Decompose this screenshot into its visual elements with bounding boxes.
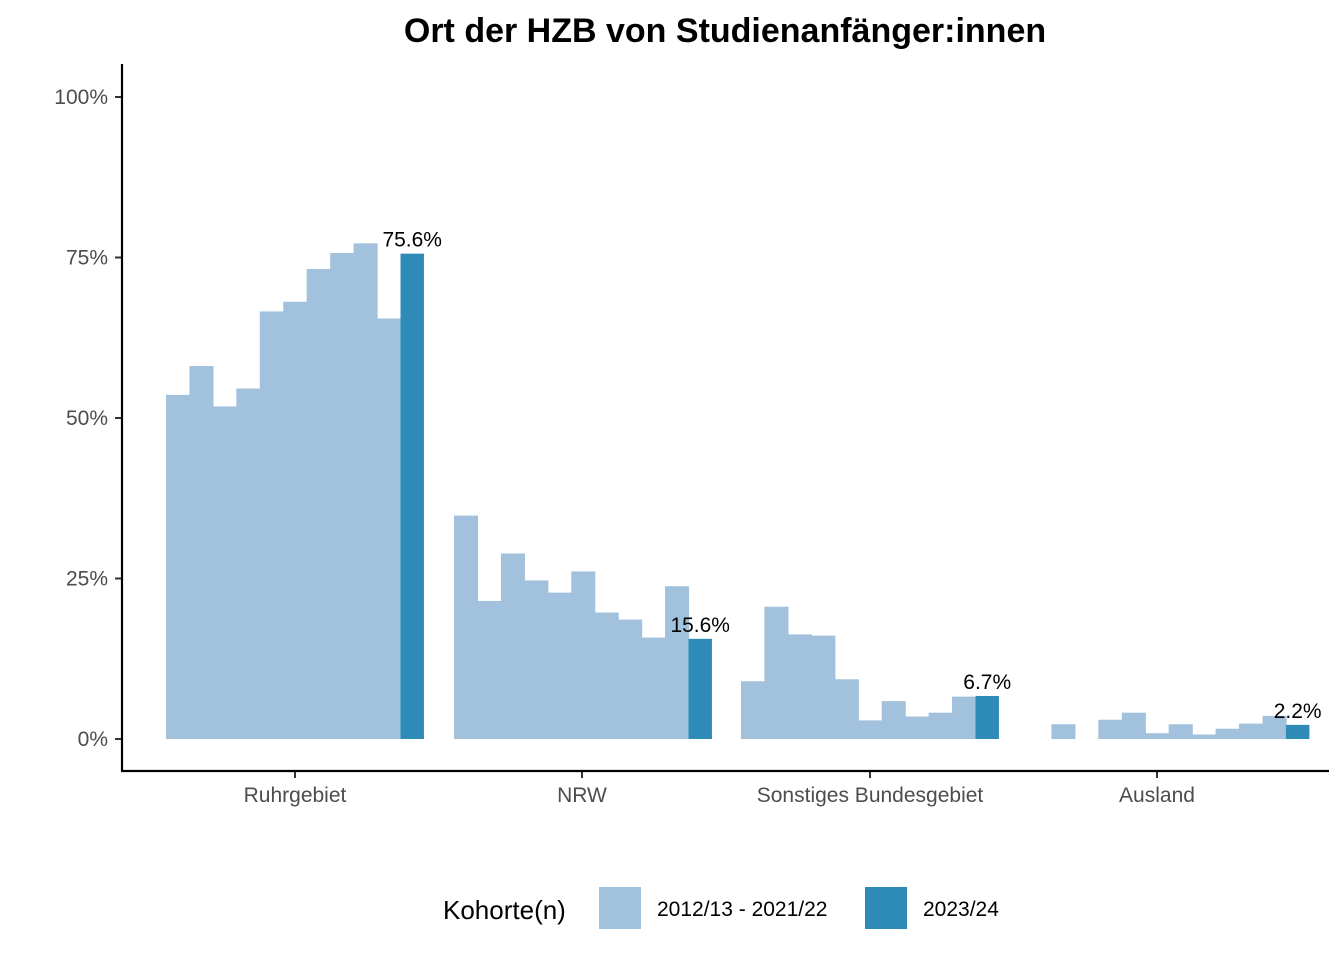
bar-historical bbox=[353, 243, 378, 739]
bar-historical bbox=[283, 301, 308, 739]
bar-historical bbox=[1145, 733, 1170, 739]
bar-historical bbox=[811, 635, 836, 739]
legend-swatch-historical bbox=[599, 887, 641, 929]
bar-historical bbox=[618, 619, 643, 739]
legend-swatch-current bbox=[865, 887, 907, 929]
bar-historical bbox=[905, 716, 930, 739]
bar-historical bbox=[741, 681, 766, 739]
legend-label-current: 2023/24 bbox=[923, 898, 999, 921]
bar-current bbox=[688, 638, 712, 739]
bar-historical bbox=[952, 696, 977, 739]
bar-value-label: 6.7% bbox=[963, 671, 1011, 694]
bar-historical bbox=[330, 253, 355, 740]
bar-historical bbox=[787, 634, 812, 739]
bar-historical bbox=[166, 394, 191, 739]
bar-current bbox=[1285, 724, 1310, 739]
bar-historical bbox=[641, 637, 666, 739]
bar-historical bbox=[500, 553, 525, 739]
bar-historical bbox=[477, 600, 502, 739]
bar-value-label: 75.6% bbox=[382, 229, 442, 252]
bar-historical bbox=[454, 515, 479, 739]
y-tick-label: 75% bbox=[66, 247, 108, 270]
bar-historical bbox=[1262, 715, 1287, 739]
bar-historical bbox=[306, 269, 331, 739]
bar-historical bbox=[189, 365, 214, 739]
y-tick-label: 50% bbox=[66, 407, 108, 430]
x-tick-label: Ausland bbox=[1119, 784, 1195, 807]
y-axis: 0% 25% 50% 75% 100% bbox=[54, 86, 122, 751]
x-tick-label: Ruhrgebiet bbox=[244, 784, 347, 807]
y-tick-label: 0% bbox=[78, 728, 108, 751]
x-tick-label: NRW bbox=[557, 784, 607, 807]
bar-historical bbox=[1168, 724, 1193, 739]
bar-historical bbox=[1121, 712, 1146, 739]
bar-historical bbox=[524, 580, 549, 739]
bar-historical bbox=[1239, 723, 1264, 739]
bar-historical bbox=[1098, 719, 1123, 739]
bar-historical bbox=[665, 586, 690, 739]
legend: Kohorte(n) 2012/13 - 2021/22 2023/24 bbox=[443, 887, 999, 929]
bar-historical bbox=[259, 311, 284, 739]
chart-title: Ort der HZB von Studienanfänger:innen bbox=[404, 12, 1046, 50]
bar-historical bbox=[571, 571, 596, 739]
bar-value-label: 15.6% bbox=[670, 614, 730, 637]
bar-historical bbox=[1215, 728, 1240, 739]
x-tick-label: Sonstiges Bundesgebiet bbox=[757, 784, 984, 807]
bar-historical bbox=[858, 720, 883, 739]
bars bbox=[166, 243, 1310, 740]
bar-historical bbox=[236, 388, 261, 739]
bar-current bbox=[400, 253, 424, 739]
bar-historical bbox=[547, 592, 572, 739]
bar-historical bbox=[928, 712, 953, 739]
x-axis: Ruhrgebiet NRW Sonstiges Bundesgebiet Ausla… bbox=[244, 771, 1195, 807]
bar-historical bbox=[1051, 724, 1076, 739]
y-tick-label: 100% bbox=[54, 86, 108, 109]
data-labels: 75.6% 15.6% 6.7% 2.2% bbox=[382, 229, 1321, 723]
bar-historical bbox=[834, 679, 859, 739]
bar-value-label: 2.2% bbox=[1274, 700, 1322, 723]
bar-historical bbox=[594, 612, 619, 739]
bar-historical bbox=[881, 701, 906, 739]
bar-historical bbox=[212, 406, 237, 739]
bar-current bbox=[975, 695, 999, 739]
bar-historical bbox=[377, 318, 402, 739]
legend-label-historical: 2012/13 - 2021/22 bbox=[657, 898, 827, 921]
legend-title: Kohorte(n) bbox=[443, 895, 566, 925]
bar-historical bbox=[764, 606, 789, 739]
y-tick-label: 25% bbox=[66, 568, 108, 591]
bar-historical bbox=[1192, 734, 1217, 739]
